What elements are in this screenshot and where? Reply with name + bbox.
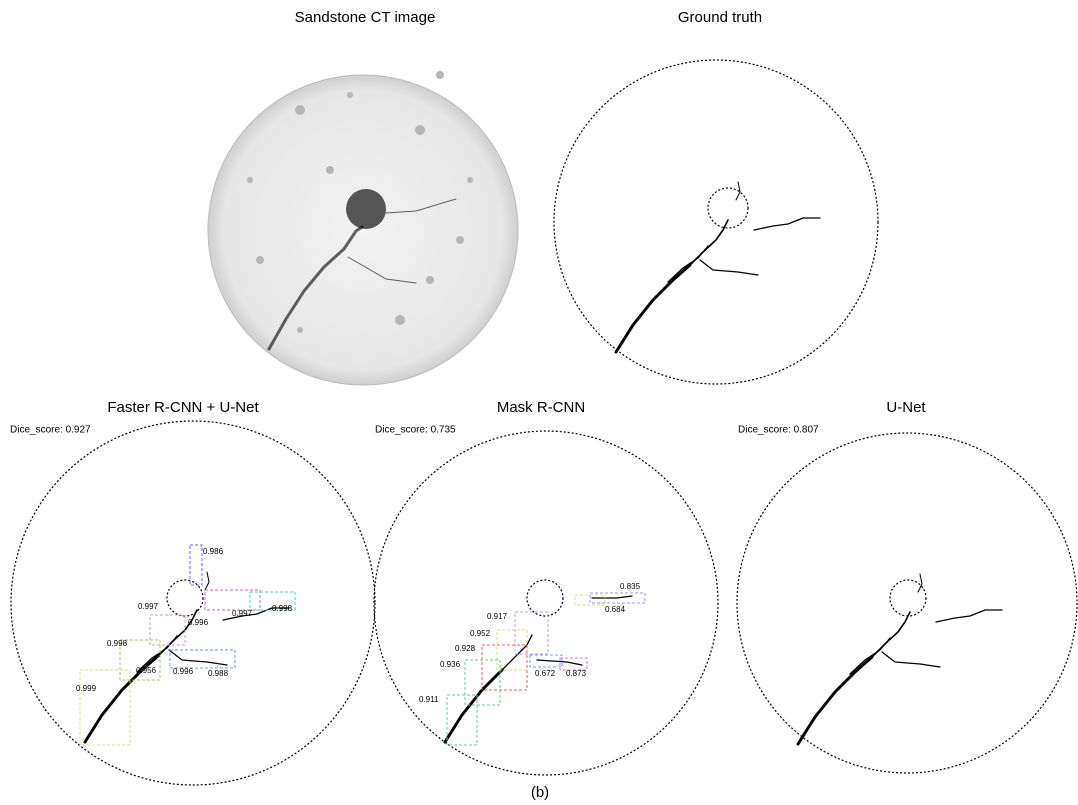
- detection-score: 0.998: [272, 604, 293, 613]
- detection-score: 0.986: [203, 547, 224, 556]
- detection-score: 0.873: [566, 669, 587, 678]
- panel-title: Mask R-CNN: [497, 399, 585, 416]
- detection-score: 0.997: [138, 602, 159, 611]
- outline: [737, 433, 1077, 773]
- detection-score: 0.956: [136, 666, 157, 675]
- detection-score: 0.988: [208, 669, 229, 678]
- detection-score: 0.928: [455, 644, 476, 653]
- ct-borehole: [346, 189, 386, 229]
- outline: [11, 421, 375, 785]
- dice-score: Dice_score: 0.807: [738, 425, 819, 436]
- detection-score: 0.998: [107, 639, 128, 648]
- detection-score: 0.911: [419, 695, 439, 704]
- detection-score: 0.672: [535, 669, 556, 678]
- panel-title: U-Net: [886, 399, 926, 416]
- detection-score: 0.996: [188, 618, 209, 627]
- borehole: [527, 580, 563, 616]
- caption: (b): [531, 784, 549, 801]
- dice-score: Dice_score: 0.735: [375, 425, 456, 436]
- borehole: [708, 188, 748, 228]
- page: {"panels": [ {"title": "Sandstone CT ima…: [0, 0, 1078, 805]
- panel-title: Faster R-CNN + U-Net: [107, 399, 259, 416]
- outline: [374, 431, 718, 775]
- crack-mask: [798, 574, 1002, 744]
- figure: Sandstone CT image Ground truth Faster R-C…: [0, 0, 1078, 805]
- crack-mask: [616, 182, 820, 352]
- detection-score: 0.952: [470, 629, 491, 638]
- detection-score: 0.684: [605, 605, 626, 614]
- detection-score: 0.999: [76, 684, 97, 693]
- detection-score: 0.996: [173, 667, 194, 676]
- dice-score: Dice_score: 0.927: [10, 425, 91, 436]
- crack-mask: [85, 572, 289, 742]
- detection-score: 0.997: [232, 609, 253, 618]
- panel-title: Ground truth: [678, 9, 762, 26]
- panel-title: Sandstone CT image: [295, 9, 436, 26]
- ct-disc: [208, 75, 518, 385]
- borehole: [890, 580, 926, 616]
- detection-score: 0.917: [487, 612, 508, 621]
- detection-score: 0.835: [620, 582, 641, 591]
- detection-score: 0.936: [440, 660, 461, 669]
- outline: [554, 60, 878, 384]
